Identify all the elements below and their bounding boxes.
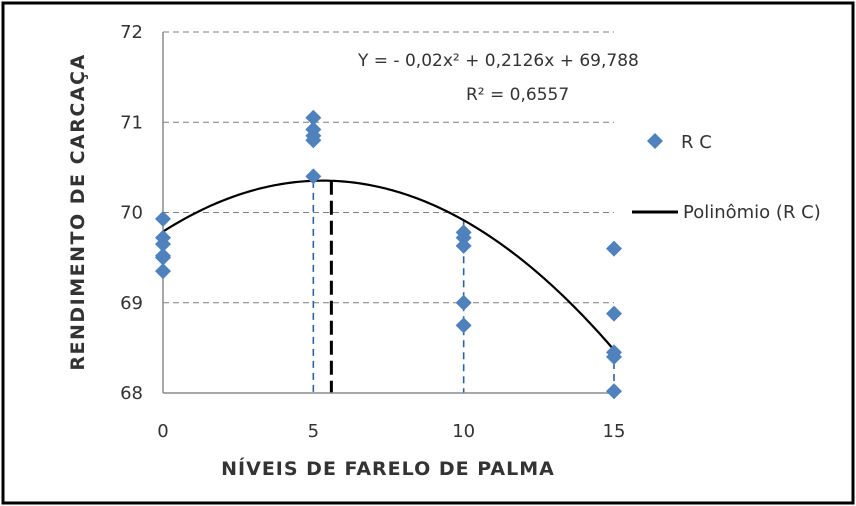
x-tick-label: 10 (452, 421, 475, 442)
y-tick-label: 71 (120, 112, 143, 133)
data-point (155, 247, 171, 264)
data-point (155, 210, 171, 227)
y-tick-label: 72 (120, 22, 143, 43)
data-point (606, 240, 622, 257)
data-point (155, 229, 171, 246)
x-tick-label: 15 (603, 421, 626, 442)
data-point (455, 224, 472, 241)
data-point (305, 168, 322, 185)
data-point (606, 344, 622, 361)
y-tick-label: 70 (120, 203, 143, 224)
data-point (305, 109, 322, 126)
x-tick-label: 0 (157, 421, 168, 442)
legend-label-rc: R C (681, 132, 712, 153)
data-point (455, 317, 472, 334)
data-point (606, 305, 622, 322)
grid-lines (163, 31, 614, 304)
data-point (455, 294, 472, 311)
data-point (606, 383, 622, 400)
x-axis-title: NÍVEIS DE FARELO DE PALMA (221, 457, 555, 480)
polynomial-curve (162, 179, 615, 351)
legend-label-polynomial: Polinômio (R C) (683, 202, 821, 223)
data-point (305, 121, 322, 138)
y-tick-label: 68 (120, 383, 143, 404)
legend: R C Polinômio (R C) (632, 132, 821, 223)
x-tick-labels: 0 5 10 15 (157, 421, 625, 442)
y-tick-labels: 68 69 70 71 72 (120, 22, 143, 404)
data-point (155, 263, 171, 280)
y-axis-title: RENDIMENTO DE CARCAÇA (67, 53, 89, 370)
data-point (455, 237, 472, 254)
x-tick-label: 5 (308, 421, 319, 442)
legend-diamond-icon (647, 133, 663, 149)
r-squared-label: R² = 0,6557 (466, 85, 569, 105)
equation-label: Y = - 0,02x² + 0,2126x + 69,788 (357, 51, 639, 71)
trend-curve (162, 179, 615, 351)
data-points (155, 109, 622, 400)
y-tick-label: 69 (120, 293, 143, 314)
